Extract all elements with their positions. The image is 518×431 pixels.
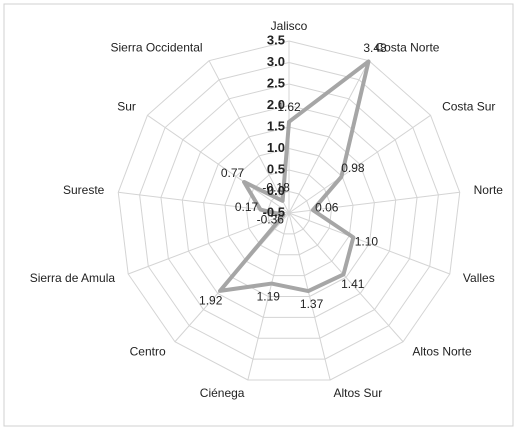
data-line [217, 59, 371, 294]
y-tick-label: 3.0 [267, 54, 285, 69]
value-label: 1.41 [341, 277, 365, 291]
category-label: Altos Sur [334, 386, 383, 400]
grid-ring [117, 40, 461, 381]
y-tick-label: 2.0 [267, 97, 285, 112]
value-label: 0.98 [341, 161, 365, 175]
spoke [288, 212, 331, 381]
grid-ring [139, 61, 439, 360]
category-label: Ciénega [200, 386, 245, 400]
value-label: 1.37 [300, 297, 324, 311]
chart-frame [3, 3, 514, 427]
category-label: Sur [117, 100, 136, 114]
category-label: Sierra Occidental [111, 40, 203, 54]
value-label: 0.06 [315, 201, 339, 215]
value-label: 1.62 [277, 100, 301, 114]
value-label: -0.18 [262, 181, 290, 195]
y-tick-label: 0.0 [267, 183, 285, 198]
y-tick-label: 3.5 [267, 32, 285, 47]
category-label: Norte [474, 183, 504, 197]
value-label: 1.92 [199, 294, 223, 308]
category-label: Valles [463, 271, 495, 285]
value-label: -0.36 [257, 212, 285, 226]
value-label: 1.19 [257, 289, 281, 303]
grid-ring [224, 147, 354, 277]
spoke [288, 212, 404, 343]
category-label: Sureste [63, 183, 105, 197]
value-label: 1.10 [355, 235, 379, 249]
y-tick-label: 2.5 [267, 75, 285, 90]
grid-ring [245, 169, 333, 256]
spoke [127, 212, 290, 275]
category-label: Costa Norte [375, 40, 439, 54]
y-tick-label: -0.5 [263, 204, 285, 219]
category-label: Centro [130, 344, 166, 358]
spoke [208, 60, 290, 214]
value-label: 3.48 [363, 41, 387, 55]
spoke [288, 60, 370, 214]
spoke [147, 114, 290, 214]
grid-ring [160, 83, 418, 339]
y-tick-label: 1.5 [267, 118, 285, 133]
spoke [288, 114, 431, 214]
y-tick-label: 0.5 [267, 161, 285, 176]
spoke [288, 191, 460, 214]
category-label: Altos Norte [412, 344, 472, 358]
grid-ring [267, 190, 311, 235]
category-label: Costa Sur [442, 100, 495, 114]
grid-ring [203, 126, 375, 298]
y-tick-label: 1.0 [267, 140, 285, 155]
category-label: Jalisco [271, 19, 308, 33]
category-label: Sierra de Amula [30, 271, 116, 285]
value-label: 0.17 [235, 200, 259, 214]
grid-ring [181, 104, 397, 318]
value-label: 0.77 [221, 166, 245, 180]
spoke [247, 212, 290, 381]
spoke [288, 212, 451, 275]
